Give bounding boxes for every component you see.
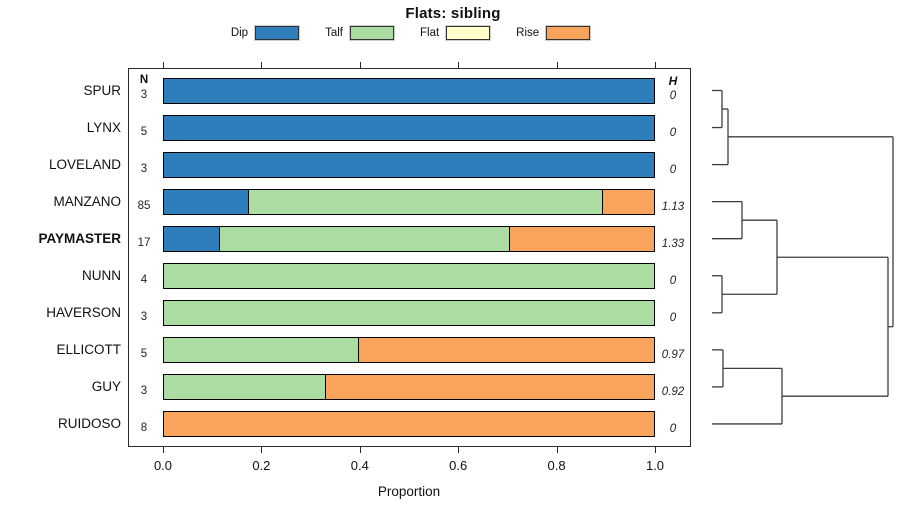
row-label-loveland: LOVELAND xyxy=(48,156,121,172)
n-value-ruidoso: 8 xyxy=(140,421,148,434)
bar-manzano xyxy=(163,188,655,215)
n-value-manzano: 85 xyxy=(137,199,151,212)
bar-segment-dip xyxy=(163,225,222,252)
bar-segment-talf xyxy=(163,262,655,289)
legend-swatch-rise xyxy=(546,26,591,40)
bar-segment-talf xyxy=(219,225,511,252)
x-tick-bottom-0.8 xyxy=(556,447,558,453)
x-tick-top-0.4 xyxy=(359,62,361,68)
h-value-guy: 0.92 xyxy=(661,385,685,398)
bar-segment-talf xyxy=(163,336,360,363)
bar-segment-rise xyxy=(163,410,655,437)
row-label-ruidoso: RUIDOSO xyxy=(57,415,121,431)
bar-segment-dip xyxy=(163,151,655,178)
x-tick-bottom-0.0 xyxy=(163,447,164,453)
legend-label: Rise xyxy=(516,27,540,39)
bar-nunn xyxy=(163,262,655,289)
legend-item-flat: Flat xyxy=(419,26,491,40)
bar-segment-dip xyxy=(163,77,655,104)
h-value-paymaster: 1.33 xyxy=(661,237,685,250)
x-tick-label-0.2: 0.2 xyxy=(252,458,271,473)
x-tick-label-1.0: 1.0 xyxy=(645,458,665,473)
x-tick-top-0.0 xyxy=(163,62,164,68)
bar-loveland xyxy=(163,151,655,178)
bar-segment-dip xyxy=(163,114,655,141)
bar-segment-talf xyxy=(163,299,655,326)
row-label-ellicott: ELLICOTT xyxy=(56,341,121,357)
bar-paymaster xyxy=(163,225,655,252)
bar-guy xyxy=(163,373,655,400)
bar-segment-talf xyxy=(163,373,327,400)
n-column-header: N xyxy=(139,74,149,86)
x-tick-top-0.6 xyxy=(458,62,460,68)
x-tick-label-0.0: 0.0 xyxy=(153,458,173,473)
bar-haverson xyxy=(163,299,655,326)
bar-segment-dip xyxy=(163,188,250,215)
row-label-manzano: MANZANO xyxy=(53,193,122,209)
x-tick-label-0.6: 0.6 xyxy=(449,458,468,473)
legend-swatch-flat xyxy=(446,26,491,40)
x-tick-top-0.8 xyxy=(556,62,558,68)
bar-spur xyxy=(163,77,655,104)
n-value-paymaster: 17 xyxy=(137,236,151,249)
h-value-spur: 0 xyxy=(669,89,677,102)
bar-ruidoso xyxy=(163,410,655,437)
row-label-haverson: HAVERSON xyxy=(46,304,121,320)
legend-item-rise: Rise xyxy=(516,26,591,40)
h-value-nunn: 0 xyxy=(669,274,677,287)
x-tick-bottom-0.6 xyxy=(458,447,460,453)
h-value-loveland: 0 xyxy=(669,163,677,176)
row-label-paymaster: PAYMASTER xyxy=(38,230,121,246)
plot-box xyxy=(128,68,691,447)
legend: Dip Talf Flat Rise xyxy=(128,26,693,40)
bar-segment-rise xyxy=(325,373,655,400)
bar-ellicott xyxy=(163,336,655,363)
legend-label: Dip xyxy=(230,27,249,39)
n-value-guy: 3 xyxy=(140,384,148,397)
x-tick-label-0.8: 0.8 xyxy=(547,458,566,473)
n-value-loveland: 3 xyxy=(140,162,148,175)
n-value-haverson: 3 xyxy=(140,310,148,323)
x-tick-bottom-0.2 xyxy=(261,447,263,453)
legend-label: Flat xyxy=(419,27,440,39)
n-value-spur: 3 xyxy=(140,88,148,101)
x-tick-top-1.0 xyxy=(655,62,656,68)
legend-item-dip: Dip xyxy=(230,26,300,40)
row-label-nunn: NUNN xyxy=(82,267,121,283)
bar-segment-rise xyxy=(358,336,655,363)
n-value-lynx: 5 xyxy=(140,125,148,138)
h-value-manzano: 1.13 xyxy=(661,200,685,213)
x-axis-title: Proportion xyxy=(377,484,441,499)
bar-lynx xyxy=(163,114,655,141)
bar-segment-rise xyxy=(508,225,655,252)
row-label-lynx: LYNX xyxy=(86,119,121,135)
n-value-ellicott: 5 xyxy=(140,347,148,360)
h-column-header: H xyxy=(668,74,678,88)
bar-segment-rise xyxy=(602,188,655,215)
legend-label: Talf xyxy=(325,27,343,39)
h-value-ellicott: 0.97 xyxy=(661,348,685,361)
n-value-nunn: 4 xyxy=(140,273,148,286)
legend-item-talf: Talf xyxy=(325,26,394,40)
bar-segment-talf xyxy=(247,188,604,215)
row-label-guy: GUY xyxy=(91,378,121,394)
x-tick-bottom-0.4 xyxy=(359,447,361,453)
h-value-ruidoso: 0 xyxy=(669,422,677,435)
x-tick-top-0.2 xyxy=(261,62,263,68)
h-value-lynx: 0 xyxy=(669,126,677,139)
x-tick-label-0.4: 0.4 xyxy=(350,458,369,473)
h-value-haverson: 0 xyxy=(669,311,677,324)
legend-swatch-dip xyxy=(255,26,300,40)
x-tick-bottom-1.0 xyxy=(655,447,656,453)
legend-swatch-talf xyxy=(349,26,394,40)
chart-title: Flats: sibling xyxy=(405,5,501,22)
row-label-spur: SPUR xyxy=(83,82,121,98)
